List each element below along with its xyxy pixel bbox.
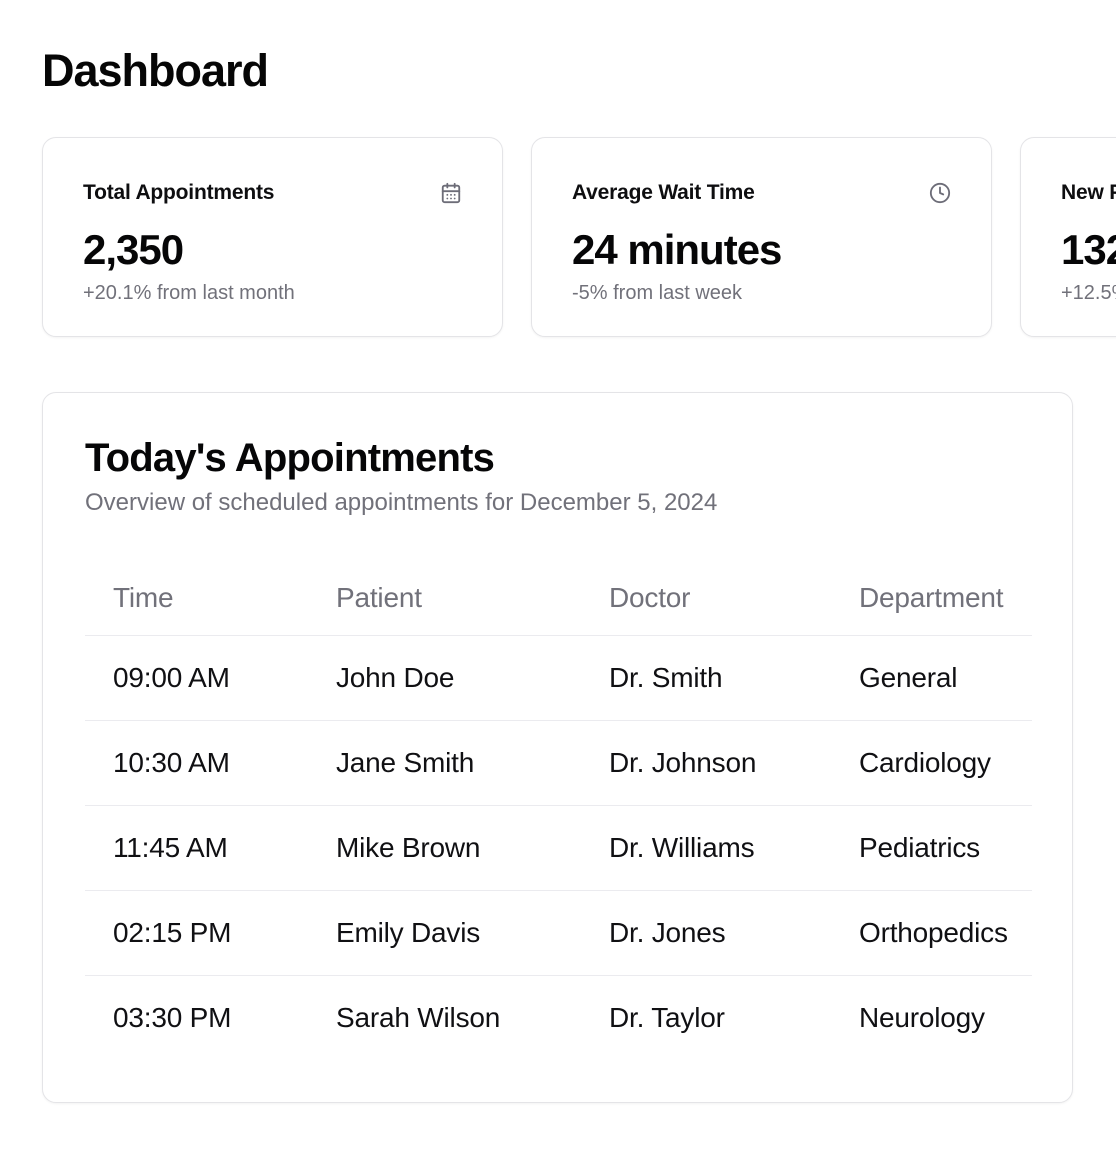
appointments-card: Today's Appointments Overview of schedul… xyxy=(42,392,1073,1103)
stats-row: Total Appointments 2,350 +20.1% from las… xyxy=(42,137,1116,337)
card-subtitle: Overview of scheduled appointments for D… xyxy=(85,489,718,516)
stat-card-average-wait-time: Average Wait Time 24 minutes -5% from la… xyxy=(531,137,992,337)
stat-value: 24 minutes xyxy=(572,226,782,273)
appointments-table-body: 09:00 AM John Doe Dr. Smith General 10:30 AM… xyxy=(85,635,1032,1060)
table-row: 03:30 PM Sarah Wilson Dr. Taylor Neurology xyxy=(85,975,1032,1060)
cell-patient: Sarah Wilson xyxy=(336,1001,501,1033)
calendar-icon xyxy=(440,182,462,204)
stat-title: Total Appointments xyxy=(83,181,275,204)
cell-doctor: Dr. Jones xyxy=(581,890,831,976)
cell-patient: Emily Davis xyxy=(308,890,581,976)
cell-department: Orthopedics xyxy=(831,890,1032,976)
cell-patient: Mike Brown xyxy=(308,805,581,891)
cell-time: 10:30 AM xyxy=(85,720,308,806)
stat-value: 2,350 xyxy=(83,226,184,273)
table-row: 09:00 AM John Doe Dr. Smith General xyxy=(85,635,1032,721)
cell-patient: John Doe xyxy=(308,635,581,721)
table-row: 02:15 PM Emily Davis Dr. Jones Orthopedics xyxy=(85,890,1032,976)
cell-department: Cardiology xyxy=(831,720,1032,806)
cell-time: 02:15 PM xyxy=(85,890,308,976)
cell-time: 11:45 AM xyxy=(85,805,308,891)
column-header-time: Time xyxy=(85,561,308,636)
column-header-doctor: Doctor xyxy=(581,561,831,636)
table-row: 10:30 AM Jane Smith Dr. Johnson Cardiology xyxy=(85,720,1032,806)
column-header-patient: Patient xyxy=(308,561,581,636)
cell-doctor: Dr. Johnson xyxy=(581,720,831,806)
cell-department: General xyxy=(831,635,1032,721)
stat-value: 132 xyxy=(1061,226,1116,273)
cell-doctor: Dr. Williams xyxy=(581,805,831,891)
cell-time: 03:30 PM xyxy=(113,1001,232,1033)
table-header-row: Time Patient Doctor Department xyxy=(85,561,1032,636)
cell-time: 09:00 AM xyxy=(85,635,308,721)
page-title: Dashboard xyxy=(42,45,269,96)
clock-icon xyxy=(929,182,951,204)
stat-change: +20.1% from last month xyxy=(83,282,295,304)
cell-patient: Jane Smith xyxy=(308,720,581,806)
stat-card-total-appointments: Total Appointments 2,350 +20.1% from las… xyxy=(42,137,503,337)
stat-title: New P xyxy=(1061,181,1116,204)
stat-change: -5% from last week xyxy=(572,282,743,304)
cell-department: Pediatrics xyxy=(831,805,1032,891)
dashboard-page: Dashboard Total Appointments 2,350 +20.1… xyxy=(0,46,1116,1159)
stat-title: Average Wait Time xyxy=(572,181,755,204)
cell-department: Neurology xyxy=(859,1001,985,1033)
stat-change: +12.5% xyxy=(1061,282,1116,304)
table-row: 11:45 AM Mike Brown Dr. Williams Pediatrics xyxy=(85,805,1032,891)
cell-doctor: Dr. Taylor xyxy=(609,1001,725,1033)
stat-card-new-patients-clipped: New P 132 +12.5% xyxy=(1020,137,1116,337)
column-header-department: Department xyxy=(831,561,1032,636)
cell-doctor: Dr. Smith xyxy=(581,635,831,721)
appointments-table: Time Patient Doctor Department 09:00 AM J… xyxy=(85,561,1032,1060)
card-title: Today's Appointments xyxy=(85,436,495,480)
